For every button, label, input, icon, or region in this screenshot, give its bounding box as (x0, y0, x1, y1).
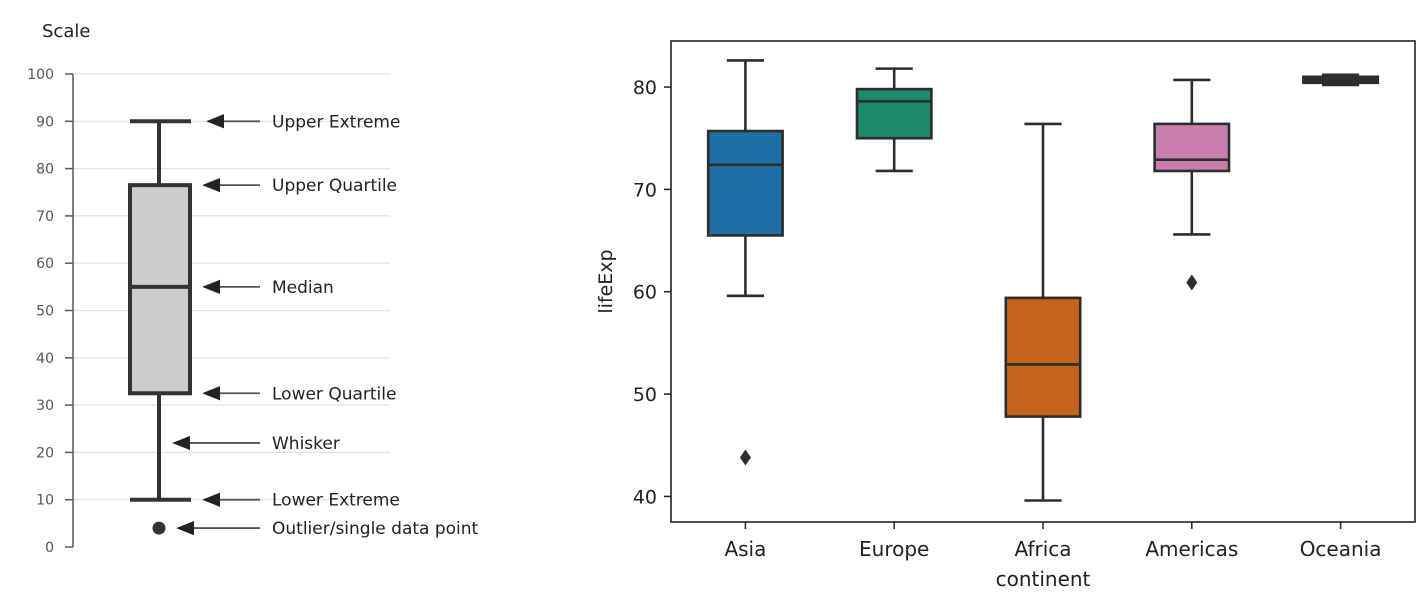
y-tick-label: 30 (36, 398, 54, 414)
annotation-label: Outlier/single data point (272, 519, 479, 539)
interquartile-box (128, 183, 192, 396)
outlier-marker (1186, 274, 1198, 291)
box-europe (855, 67, 933, 173)
x-tick-label: Americas (1145, 537, 1238, 561)
outlier-marker (739, 449, 751, 466)
y-axis-label: Scale (42, 21, 90, 42)
iqr-box (855, 87, 933, 140)
x-tick-label: Asia (724, 537, 766, 561)
y-tick-label: 70 (36, 209, 54, 225)
y-tick-label: 80 (633, 77, 657, 99)
iqr-box (1153, 122, 1231, 173)
y-tick-label: 40 (633, 486, 657, 508)
box-africa (1004, 122, 1082, 502)
y-tick-label: 0 (45, 540, 54, 556)
x-tick-label: Africa (1014, 537, 1071, 561)
annotation-label: Lower Extreme (272, 491, 400, 511)
iqr-box (1004, 296, 1082, 418)
lifeexp-boxplot-chart: 40 50 60 70 80 Asia Europe Africa Americas Oceani… (595, 40, 1416, 591)
y-tick-label: 60 (36, 256, 54, 272)
annotation-label: Whisker (272, 434, 340, 454)
y-tick-label: 50 (36, 304, 54, 320)
outlier-point (152, 521, 166, 535)
y-tick-label: 80 (36, 162, 54, 178)
x-tick-label: Europe (859, 537, 929, 561)
boxplot-legend-chart: Scale 0 10 20 30 40 50 60 70 80 90 100 Upper Extreme… (27, 21, 478, 556)
y-tick-label: 20 (36, 445, 54, 461)
iqr-box (706, 129, 784, 237)
y-tick-label: 60 (633, 282, 657, 304)
y-tick-label: 40 (36, 351, 54, 367)
annotation-label: Upper Extreme (272, 112, 400, 132)
x-tick-label: Oceania (1300, 537, 1382, 561)
y-tick-label: 70 (633, 179, 657, 201)
annotation-label: Lower Quartile (272, 384, 396, 404)
annotation-label: Median (272, 278, 334, 298)
box-asia (706, 59, 784, 466)
box-americas (1153, 78, 1231, 291)
y-tick-label: 50 (633, 384, 657, 406)
y-axis-label: lifeExp (595, 249, 617, 313)
x-axis-label: continent (996, 567, 1091, 591)
annotation-label: Upper Quartile (272, 176, 397, 196)
box-oceania (1302, 73, 1380, 87)
y-tick-label: 10 (36, 493, 54, 509)
y-tick-label: 100 (27, 67, 54, 83)
y-tick-label: 90 (36, 114, 54, 130)
